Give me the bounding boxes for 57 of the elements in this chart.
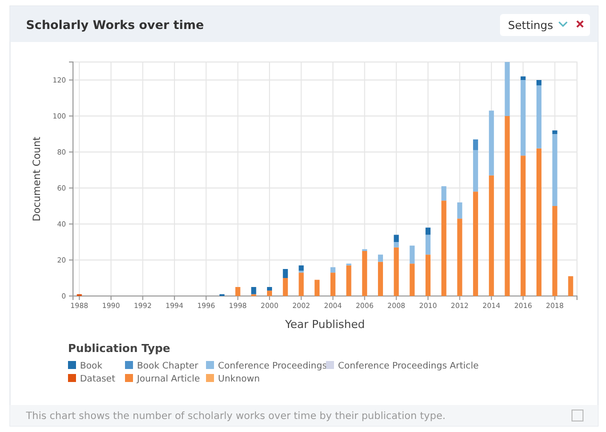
bar [536,80,542,86]
bar [330,267,336,273]
legend-label: Book Chapter [137,362,199,372]
bar [314,280,320,296]
bar [504,116,510,296]
bar [251,287,256,294]
bar [473,150,478,192]
legend-label: Dataset [80,374,116,384]
bar [362,251,368,296]
bar [473,139,478,150]
bar [457,202,462,219]
bar [378,254,383,262]
bar [267,287,272,291]
bar [394,242,399,248]
y-axis-title: Document Count [32,136,43,222]
text: This chart shows the number of scholarly works over time by their publication type. [25,411,446,422]
x-axis-title: Year Published [284,318,365,331]
bar [282,269,288,278]
legend-label: Book [80,362,104,372]
bar [426,228,431,235]
bar [235,287,240,296]
bar [298,272,304,296]
bar [298,265,304,271]
bar [410,264,415,296]
bar [330,272,336,296]
bar [410,246,415,264]
bar [441,200,446,296]
bar [346,265,352,296]
bar [282,278,288,296]
bar [536,85,542,148]
chart-title: Scholarly Works over time [26,18,204,32]
bar [536,148,542,296]
bar [520,76,526,80]
settings-button: Settings [500,14,590,36]
bar [426,234,431,255]
legend-label: Unknown [218,374,260,384]
bar [267,290,272,296]
legend-label: Journal Article [136,374,200,384]
bar [441,186,446,201]
bar [488,110,494,176]
bar [457,218,462,296]
bar [394,247,399,296]
bar [568,276,574,296]
bar [488,175,494,296]
bar [504,62,510,116]
bar [426,254,431,296]
legend-title: Publication Type [68,342,170,355]
bar [552,206,558,296]
bar [520,156,526,296]
bar [552,134,558,206]
bar [520,80,526,156]
bar [394,234,399,242]
legend-label: Conference Proceedings Article [338,362,480,372]
bar [552,130,558,134]
bar [378,262,383,296]
legend-label: Conference Proceedings [218,362,328,372]
bar [473,192,478,296]
